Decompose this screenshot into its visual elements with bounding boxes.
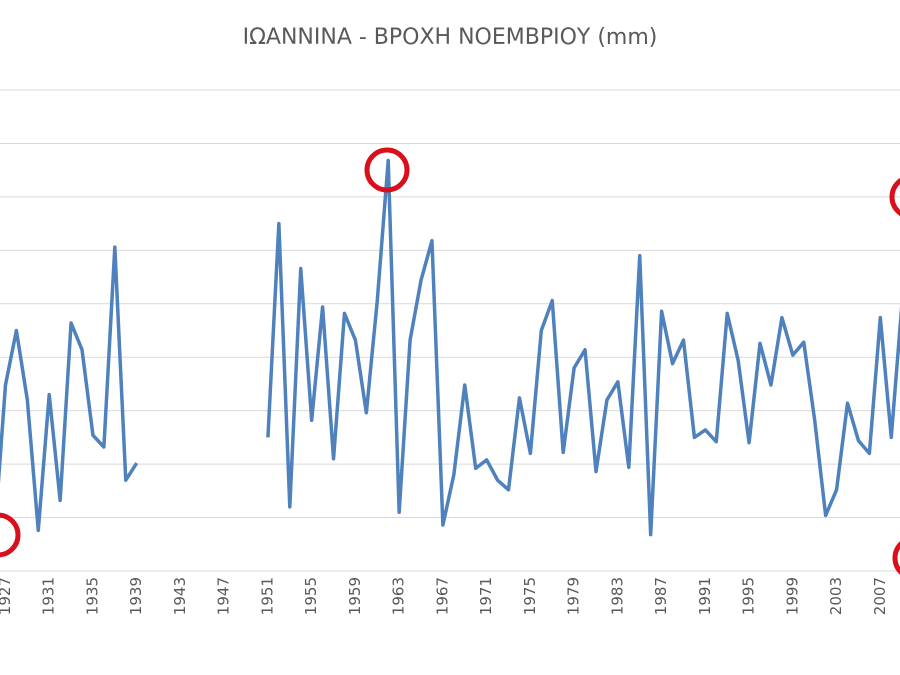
highlight-circle (0, 512, 21, 558)
x-tick-label: 2007 (871, 577, 889, 615)
x-tick-label: 1975 (521, 577, 539, 615)
highlight-circle (364, 147, 410, 193)
highlight-circle (889, 178, 900, 216)
x-tick-label: 1983 (608, 577, 626, 615)
x-tick-label: 2003 (827, 577, 845, 615)
x-tick-label: 1935 (83, 577, 101, 615)
x-tick-label: 1987 (652, 577, 670, 615)
x-tick-label: 1967 (433, 577, 451, 615)
plot (0, 158, 900, 537)
highlight-circle (892, 541, 900, 575)
x-tick-label: 1995 (740, 577, 758, 615)
x-tick-label: 1951 (258, 577, 276, 615)
x-tick-label: 1931 (40, 577, 58, 615)
x-tick-label: 1943 (171, 577, 189, 615)
x-tick-label: 1963 (390, 577, 408, 615)
x-axis: 1927 1931 1935 1939 1943 1947 1951 1955 1959 1963… (0, 577, 889, 615)
data-line (0, 158, 900, 537)
x-tick-label: 1959 (346, 577, 364, 615)
annotations (0, 147, 900, 575)
x-tick-label: 1971 (477, 577, 495, 615)
x-tick-label: 1955 (302, 577, 320, 615)
grid (0, 89, 900, 572)
x-tick-label: 1979 (565, 577, 583, 615)
x-tick-label: 1947 (215, 577, 233, 615)
chart-title: ΙΩΑΝΝΙΝΑ - ΒΡΟΧΗ ΝΟΕΜΒΡΙΟΥ (mm) (243, 25, 658, 50)
x-tick-label: 1999 (783, 577, 801, 615)
x-tick-label: 1927 (0, 577, 14, 615)
x-tick-label: 1991 (696, 577, 714, 615)
x-tick-label: 1939 (127, 577, 145, 615)
